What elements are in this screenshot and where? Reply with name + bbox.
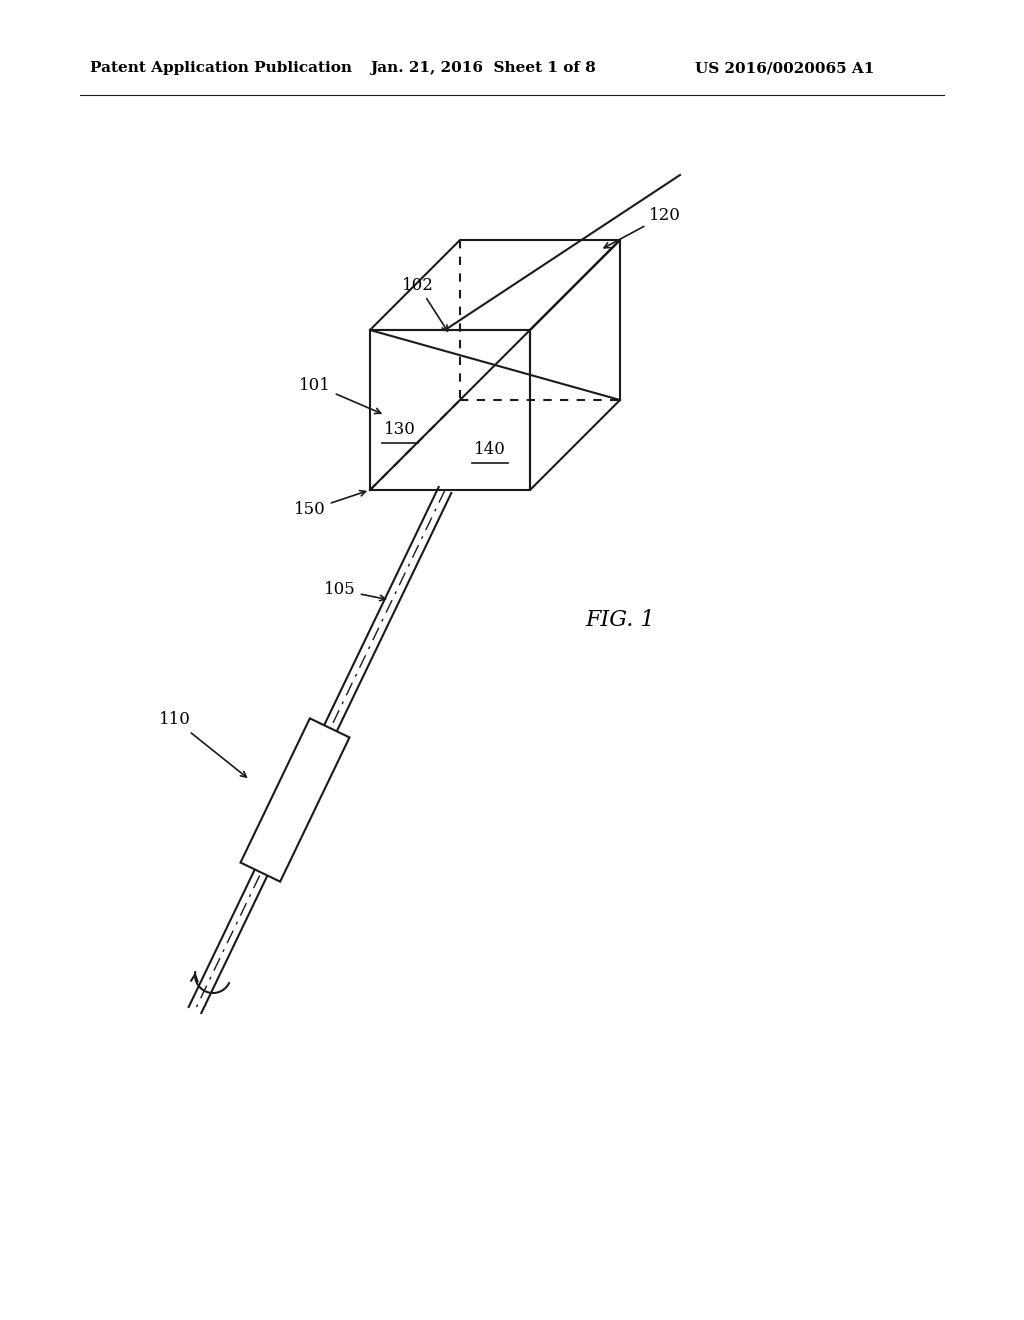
Text: Patent Application Publication: Patent Application Publication (90, 61, 352, 75)
Text: US 2016/0020065 A1: US 2016/0020065 A1 (695, 61, 874, 75)
Text: 110: 110 (159, 711, 247, 777)
Text: 102: 102 (402, 276, 447, 331)
Text: Jan. 21, 2016  Sheet 1 of 8: Jan. 21, 2016 Sheet 1 of 8 (370, 61, 596, 75)
Text: 101: 101 (299, 376, 381, 413)
Text: 150: 150 (294, 491, 366, 519)
Text: 105: 105 (325, 582, 385, 601)
Text: 140: 140 (474, 441, 506, 458)
Polygon shape (241, 718, 349, 882)
Text: FIG. 1: FIG. 1 (585, 609, 654, 631)
Text: 120: 120 (604, 206, 681, 248)
Text: 130: 130 (384, 421, 416, 438)
